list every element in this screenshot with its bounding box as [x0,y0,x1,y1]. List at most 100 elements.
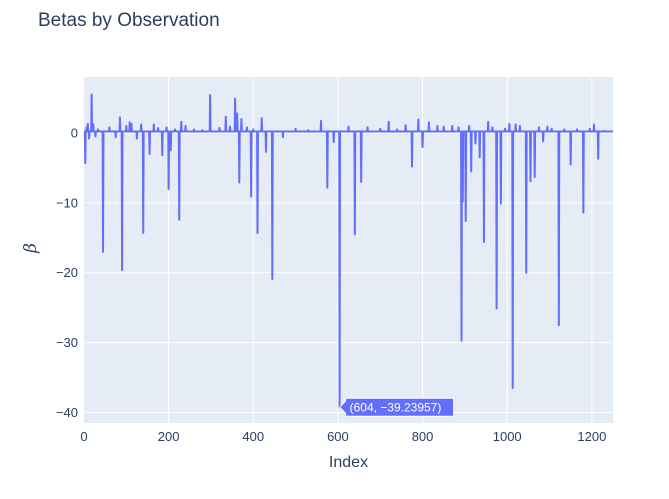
hover-label-box [338,397,455,417]
y-tick-label: −10 [56,195,78,210]
data-point [246,126,248,129]
data-point [326,186,329,189]
data-point [148,153,151,155]
data-point [500,202,502,205]
data-point [128,121,131,124]
x-tick-label: 800 [412,429,434,444]
data-point [379,127,382,130]
data-point [546,125,549,128]
data-point [184,125,187,127]
x-tick-label: 0 [80,429,87,444]
data-point [597,157,599,160]
data-point [229,125,231,128]
data-point [167,188,170,190]
data-point [396,128,398,131]
data-point [102,250,104,253]
data-point [119,116,121,119]
data-point [165,126,168,129]
data-point [468,125,470,127]
data-point [576,128,578,131]
data-point [569,163,572,166]
data-point [294,127,297,130]
data-point [366,126,369,129]
data-point [504,127,506,130]
x-axis-title: Index [329,454,368,471]
data-point [487,120,489,123]
data-point [240,118,243,120]
data-point [252,128,255,131]
data-point [136,137,138,140]
data-point [307,129,310,131]
data-point [157,127,159,129]
data-point [320,120,322,122]
data-point [360,181,362,183]
data-point [169,149,172,152]
data-point [92,123,95,126]
x-tick-label: 600 [327,429,349,444]
data-point [332,141,335,143]
data-point [550,127,553,130]
data-point [442,125,445,128]
x-tick-label: 1000 [493,429,522,444]
data-point [603,130,606,132]
data-point [90,93,93,96]
data-point [533,176,536,178]
data-point [542,140,544,143]
y-tick-label: −30 [56,335,78,350]
data-point [508,123,511,125]
y-tick-label: −40 [56,405,78,420]
data-point [108,126,111,129]
data-point [193,128,195,131]
tick-labels: 0 200 400 600 800 1000 1200 0 −10 −20 −30 −40 [56,125,606,444]
data-point [538,126,540,129]
data-point [236,112,238,115]
data-point [464,220,467,222]
data-point [234,97,236,100]
data-point [593,123,595,126]
data-point [85,126,88,129]
x-tick-label: 1200 [577,429,606,444]
data-point [387,120,390,123]
data-point [461,200,464,203]
data-point [495,307,498,310]
data-point [474,142,477,145]
data-point [460,339,463,342]
data-point [97,128,99,131]
data-point [347,125,350,128]
data-point [260,117,263,120]
data-point [404,124,407,127]
hover-label-text: (604, −39.23957) [350,401,442,415]
y-tick-label: −20 [56,265,78,280]
data-point [114,136,117,138]
data-point [470,170,473,173]
data-point [88,137,90,140]
data-point [271,278,274,280]
data-point [125,125,128,127]
data-point [354,233,356,236]
x-tick-label: 400 [242,429,264,444]
data-point [178,218,181,221]
data-point [525,271,528,274]
data-point [483,241,485,243]
data-point [87,123,89,125]
data-point [514,123,517,126]
data-point [130,123,133,125]
data-point [511,387,514,389]
data-point [209,94,211,96]
data-point [457,126,460,129]
data-point [265,150,267,153]
data-point [161,154,164,157]
data-point [84,162,87,164]
data-point [491,126,494,129]
data-point [529,180,532,182]
data-point [451,125,453,127]
data-point [153,123,155,126]
data-point [140,123,142,126]
data-point [582,211,585,214]
data-point [421,146,424,148]
data-point [417,118,420,121]
data-point [256,232,259,234]
data-point [94,135,97,138]
data-point [563,128,566,131]
